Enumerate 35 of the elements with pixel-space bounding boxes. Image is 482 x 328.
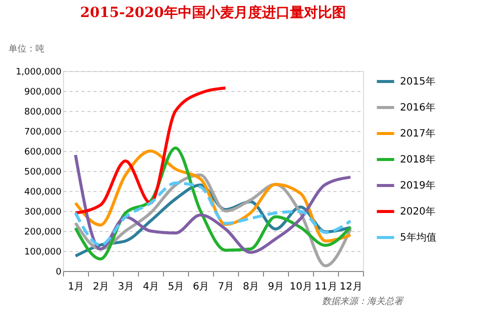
y-tick-label: 500,000 (24, 168, 62, 178)
source-note: 数据来源：海关总署 (322, 296, 404, 307)
legend-label: 5年均值 (400, 232, 436, 244)
x-tick-label: 4月 (142, 282, 160, 292)
x-tick-label: 9月 (268, 282, 284, 292)
y-tick-label: 400,000 (24, 188, 62, 198)
x-tick-label: 6月 (192, 282, 210, 292)
x-tick-label: 5月 (168, 282, 184, 292)
x-tick-label: 1月 (68, 282, 84, 292)
y-tick-label: 1,000,000 (16, 68, 62, 78)
y-tick-label: 200,000 (24, 228, 62, 238)
y-tick-label: 100,000 (24, 248, 62, 258)
line-series (74, 86, 227, 214)
y-axis-title: 单位：吨 (8, 44, 44, 54)
legend-label: 2016年 (400, 102, 436, 114)
y-tick-label: 900,000 (24, 88, 62, 98)
legend-label: 2020年 (400, 206, 436, 218)
legend-label: 2015年 (400, 76, 436, 88)
y-tick-label: 700,000 (24, 128, 62, 138)
legend-label: 2018年 (400, 154, 436, 166)
x-tick-label: 10月 (290, 282, 312, 292)
x-tick-label: 8月 (242, 282, 260, 292)
x-tick-label: 11月 (314, 282, 338, 292)
x-tick-label: 3月 (118, 282, 134, 292)
x-tick-label: 2月 (92, 282, 110, 292)
legend-label: 2017年 (400, 128, 436, 140)
chart-title: 2015-2020年中国小麦月度进口量对比图 (80, 4, 346, 21)
y-tick-label: 0 (56, 268, 62, 278)
x-tick-label: 12月 (340, 282, 362, 292)
y-tick-label: 600,000 (24, 148, 62, 158)
x-tick-label: 7月 (218, 282, 234, 292)
line-series (74, 182, 352, 246)
legend-label: 2019年 (400, 180, 436, 192)
y-tick-label: 300,000 (24, 208, 62, 218)
y-tick-label: 800,000 (24, 108, 62, 118)
